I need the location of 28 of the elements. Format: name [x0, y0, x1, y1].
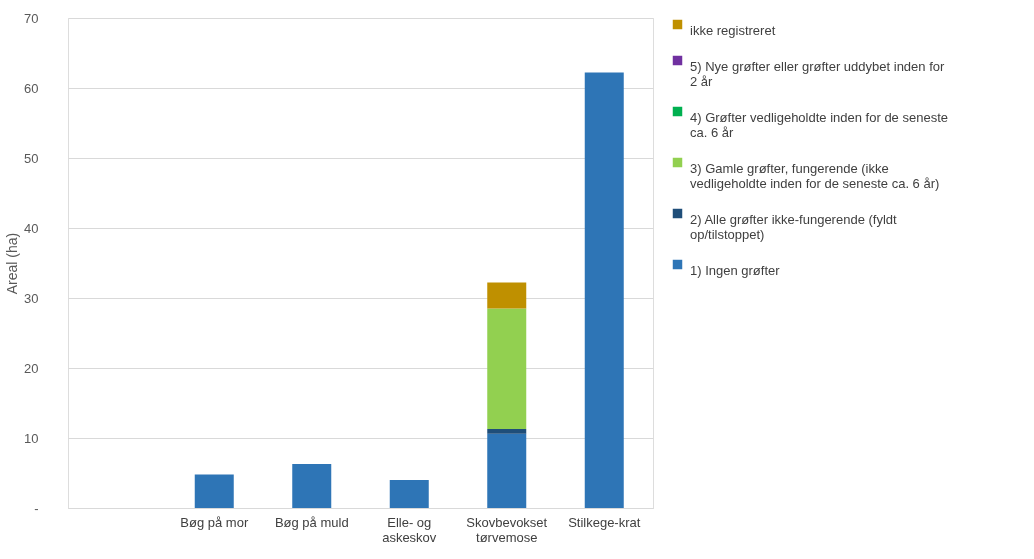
bar — [487, 308, 527, 429]
legend-label: 4) Grøfter vedligeholdte inden for de seneste ca. 6 år — [690, 109, 948, 140]
bar — [487, 282, 527, 309]
legend-label: 2) Alle grøfter ikke-fungerende (fyldt op/tilstoppet) — [690, 211, 898, 242]
legend-label: 3) Gamle grøfter, fungerende (ikke vedligeholdte inden for de seneste ca. 6 år) — [690, 160, 940, 191]
y-tick-label: 50 — [24, 150, 39, 166]
y-tick-label: 20 — [24, 360, 39, 376]
y-axis-title: Areal (ha) — [4, 232, 21, 295]
legend-label: ikke registreret — [690, 22, 776, 38]
x-tick-label: Stilkege-krat — [568, 514, 641, 530]
y-tick-label: 60 — [24, 80, 39, 96]
legend-label: 5) Nye grøfter eller grøfter uddybet inden for 2 år — [690, 58, 945, 89]
x-tick-label: Elle- og askeskov — [382, 514, 437, 545]
bar — [487, 433, 527, 508]
bar — [292, 463, 332, 508]
x-tick-label: Bøg på muld — [274, 514, 349, 530]
bar — [194, 474, 234, 508]
y-tick-label: 10 — [24, 430, 39, 446]
bar — [487, 428, 527, 434]
legend-label: 1) Ingen grøfter — [690, 262, 781, 278]
y-tick-label: 40 — [24, 220, 39, 236]
y-tick-label: 30 — [24, 290, 39, 306]
y-tick-label: - — [34, 500, 39, 516]
bar — [584, 72, 624, 508]
x-tick-label: Skovbevokset tørvemose — [466, 514, 548, 545]
x-tick-label: Bøg på mor — [180, 514, 249, 530]
y-tick-label: 70 — [24, 10, 39, 26]
bar — [389, 480, 429, 508]
